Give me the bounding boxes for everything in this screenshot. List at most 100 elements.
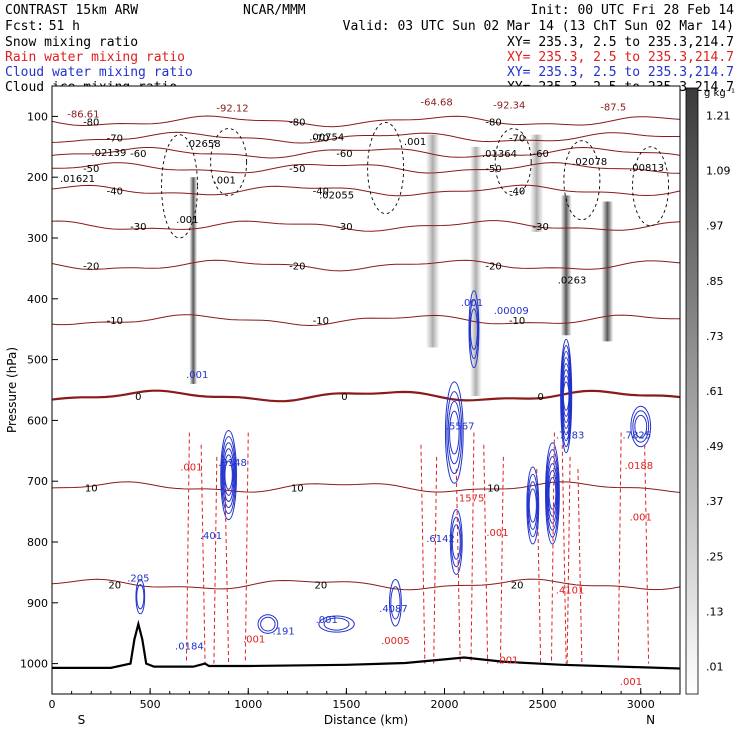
- extremum-label: -64.68: [421, 97, 453, 108]
- colorbar-ramp: [685, 87, 699, 695]
- x-axis-label: Distance (km): [324, 713, 408, 727]
- field-label: .1575: [456, 493, 485, 504]
- temp-contour: [52, 184, 680, 197]
- field-label: .0184: [175, 642, 204, 653]
- temp-contour: [52, 578, 680, 591]
- cloud-water-contour: [545, 442, 560, 545]
- field-label: .7825: [623, 431, 652, 442]
- colorbar-label: .37: [706, 495, 724, 508]
- field-label: .02658: [186, 139, 221, 150]
- y-axis-label: Pressure (hPa): [5, 347, 19, 433]
- field-label: .001: [620, 677, 642, 688]
- y-tick-label: 600: [27, 414, 48, 427]
- rain-contour: [185, 432, 190, 664]
- temp-contour-label: -70: [313, 134, 329, 145]
- terrain-line: [52, 619, 680, 670]
- x-tick-label: 1000: [234, 698, 262, 711]
- field-label: .4087: [379, 604, 408, 615]
- cloud-water-contour: [260, 616, 276, 632]
- legend-entry: Snow mixing ratio: [5, 35, 138, 50]
- cloud-water-contour: [257, 614, 279, 634]
- colorbar-label: 1.21: [706, 110, 731, 123]
- temp-contour-label: -50: [485, 164, 501, 175]
- field-label: .02078: [572, 157, 607, 168]
- terrain-profile: [52, 619, 680, 670]
- cloud-water-contour: [527, 481, 538, 530]
- field-label: .001: [243, 634, 265, 645]
- snow-contour: [494, 128, 532, 196]
- temp-contour-label: -40: [509, 187, 525, 198]
- field-label: .001: [496, 656, 518, 667]
- y-tick-label: 700: [27, 475, 48, 488]
- colorbar-label: .49: [706, 440, 724, 453]
- rain-contour: [200, 444, 206, 664]
- ice-plume: [529, 134, 544, 232]
- y-tick-label: 300: [27, 232, 48, 245]
- x-tick-label: 2500: [529, 698, 557, 711]
- temp-contour-label: -30: [336, 222, 352, 233]
- colorbar-label: .25: [706, 550, 724, 563]
- field-label: .001: [180, 462, 202, 473]
- cloud-ice-shading: [189, 134, 614, 397]
- temp-contour: [52, 314, 680, 327]
- temp-contour-label: 10: [291, 483, 304, 494]
- cloud-water-contour: [318, 615, 355, 633]
- colorbar-label: .13: [706, 605, 724, 618]
- field-label: .6142: [426, 534, 455, 545]
- rain-contour: [420, 444, 426, 664]
- snow-contour: [632, 146, 670, 227]
- temp-contour-label: 10: [487, 483, 500, 494]
- legend-xy: XY= 235.3, 2.5 to 235.3,214.7: [507, 35, 734, 50]
- y-tick-label: 100: [27, 110, 48, 123]
- rain-contour: [617, 432, 622, 664]
- temp-contour-label: -10: [509, 316, 525, 327]
- temp-contour-label: 20: [108, 581, 121, 592]
- cloud-water-contour: [545, 449, 560, 538]
- temp-contour-label: -20: [83, 261, 99, 272]
- rain-contours: [185, 432, 650, 664]
- ice-plume: [189, 177, 198, 384]
- rain-contour: [483, 444, 489, 664]
- cloud-water-contour: [224, 460, 233, 490]
- field-label: .9148: [218, 458, 247, 469]
- cloud-water-contour: [136, 584, 145, 610]
- legend-xy: XY= 235.3, 2.5 to 235.3,214.7: [507, 50, 734, 65]
- colorbar-label: 1.09: [706, 165, 731, 178]
- temp-contour: [52, 115, 680, 128]
- field-label: .02139: [91, 148, 126, 159]
- cloud-water-contour: [390, 586, 401, 620]
- x-tick-label: 2000: [431, 698, 459, 711]
- south-endpoint: S: [78, 713, 86, 727]
- legend-entry: Cloud water mixing ratio: [5, 65, 193, 80]
- field-label: .001: [316, 615, 338, 626]
- field-label: .00754: [309, 133, 344, 144]
- cloud-water-contour: [220, 430, 238, 521]
- temp-contour-label: -80: [83, 117, 99, 128]
- center-name: NCAR/MMM: [243, 3, 306, 18]
- rain-contour: [644, 444, 650, 664]
- colorbar-label: .85: [706, 275, 724, 288]
- field-label: .001: [214, 175, 236, 186]
- rain-contour: [536, 469, 542, 664]
- temp-contour-label: -20: [485, 261, 501, 272]
- field-label: .0188: [624, 461, 653, 472]
- cloud-water-contour: [469, 299, 479, 360]
- rain-contour: [561, 444, 567, 664]
- cloud-water-contour: [469, 308, 478, 350]
- field-label: .001: [404, 137, 426, 148]
- fcst-value: 51 h: [49, 19, 80, 34]
- y-tick-label: 800: [27, 536, 48, 549]
- rain-contour: [470, 432, 475, 664]
- cloud-water-contour: [548, 476, 557, 510]
- field-label: .0263: [558, 276, 587, 287]
- rain-contour: [455, 469, 461, 664]
- cloud-water-contour: [547, 463, 558, 524]
- temp-contour-label: -80: [485, 117, 501, 128]
- temp-contour-label: -60: [532, 149, 548, 160]
- cloud-water-contour: [562, 381, 570, 411]
- extremum-label: -92.34: [493, 100, 525, 111]
- y-tick-label: 1000: [20, 658, 48, 671]
- cloud-water-contour: [221, 442, 236, 509]
- temp-contour: [52, 389, 680, 403]
